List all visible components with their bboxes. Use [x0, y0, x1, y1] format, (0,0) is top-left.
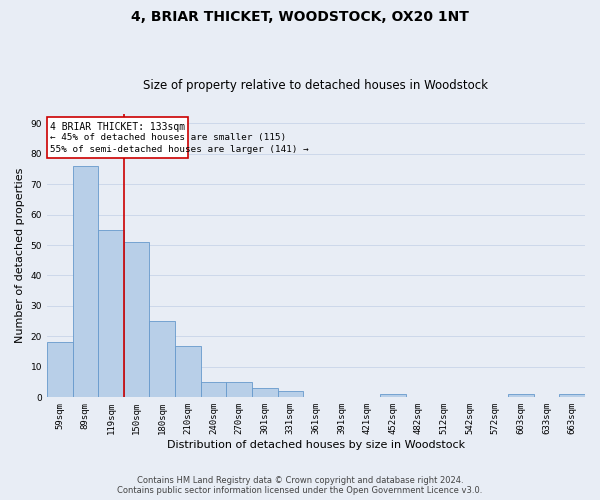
- Bar: [278, 391, 303, 398]
- Bar: [175, 346, 200, 398]
- Bar: [508, 394, 534, 398]
- Title: Size of property relative to detached houses in Woodstock: Size of property relative to detached ho…: [143, 79, 488, 92]
- Bar: [124, 242, 149, 398]
- FancyBboxPatch shape: [47, 117, 188, 158]
- Text: 4, BRIAR THICKET, WOODSTOCK, OX20 1NT: 4, BRIAR THICKET, WOODSTOCK, OX20 1NT: [131, 10, 469, 24]
- Bar: [380, 394, 406, 398]
- X-axis label: Distribution of detached houses by size in Woodstock: Distribution of detached houses by size …: [167, 440, 465, 450]
- Y-axis label: Number of detached properties: Number of detached properties: [15, 168, 25, 344]
- Bar: [200, 382, 226, 398]
- Text: 4 BRIAR THICKET: 133sqm: 4 BRIAR THICKET: 133sqm: [50, 122, 185, 132]
- Bar: [73, 166, 98, 398]
- Text: 55% of semi-detached houses are larger (141) →: 55% of semi-detached houses are larger (…: [50, 145, 309, 154]
- Bar: [559, 394, 585, 398]
- Bar: [226, 382, 252, 398]
- Bar: [252, 388, 278, 398]
- Bar: [47, 342, 73, 398]
- Text: ← 45% of detached houses are smaller (115): ← 45% of detached houses are smaller (11…: [50, 133, 286, 142]
- Bar: [98, 230, 124, 398]
- Text: Contains HM Land Registry data © Crown copyright and database right 2024.
Contai: Contains HM Land Registry data © Crown c…: [118, 476, 482, 495]
- Bar: [149, 321, 175, 398]
